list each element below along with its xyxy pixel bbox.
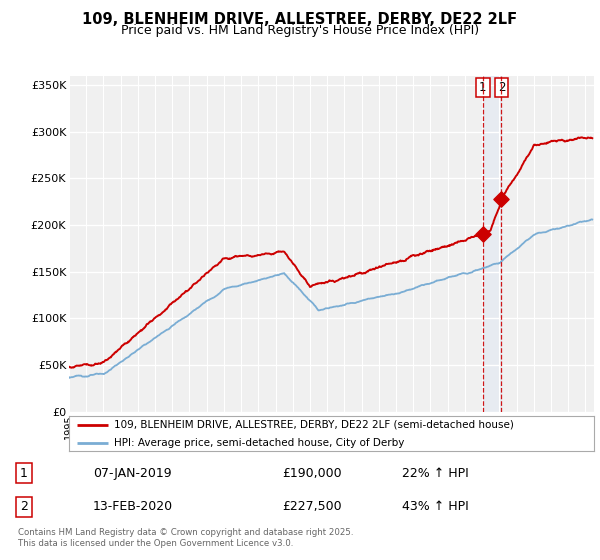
Text: 13-FEB-2020: 13-FEB-2020 <box>93 500 173 514</box>
Text: 109, BLENHEIM DRIVE, ALLESTREE, DERBY, DE22 2LF: 109, BLENHEIM DRIVE, ALLESTREE, DERBY, D… <box>82 12 518 27</box>
Text: £190,000: £190,000 <box>282 466 341 480</box>
Text: Price paid vs. HM Land Registry's House Price Index (HPI): Price paid vs. HM Land Registry's House … <box>121 24 479 37</box>
Point <box>497 195 506 204</box>
Point <box>478 230 488 239</box>
Text: 1: 1 <box>479 81 487 94</box>
Text: HPI: Average price, semi-detached house, City of Derby: HPI: Average price, semi-detached house,… <box>113 438 404 448</box>
Text: 1: 1 <box>20 466 28 480</box>
Text: 109, BLENHEIM DRIVE, ALLESTREE, DERBY, DE22 2LF (semi-detached house): 109, BLENHEIM DRIVE, ALLESTREE, DERBY, D… <box>113 420 514 430</box>
Text: Contains HM Land Registry data © Crown copyright and database right 2025.
This d: Contains HM Land Registry data © Crown c… <box>18 528 353 548</box>
Bar <box>483 76 502 412</box>
Text: 2: 2 <box>20 500 28 514</box>
Text: 07-JAN-2019: 07-JAN-2019 <box>93 466 172 480</box>
Text: 2: 2 <box>497 81 505 94</box>
Text: 43% ↑ HPI: 43% ↑ HPI <box>402 500 469 514</box>
Text: £227,500: £227,500 <box>282 500 341 514</box>
Text: 22% ↑ HPI: 22% ↑ HPI <box>402 466 469 480</box>
